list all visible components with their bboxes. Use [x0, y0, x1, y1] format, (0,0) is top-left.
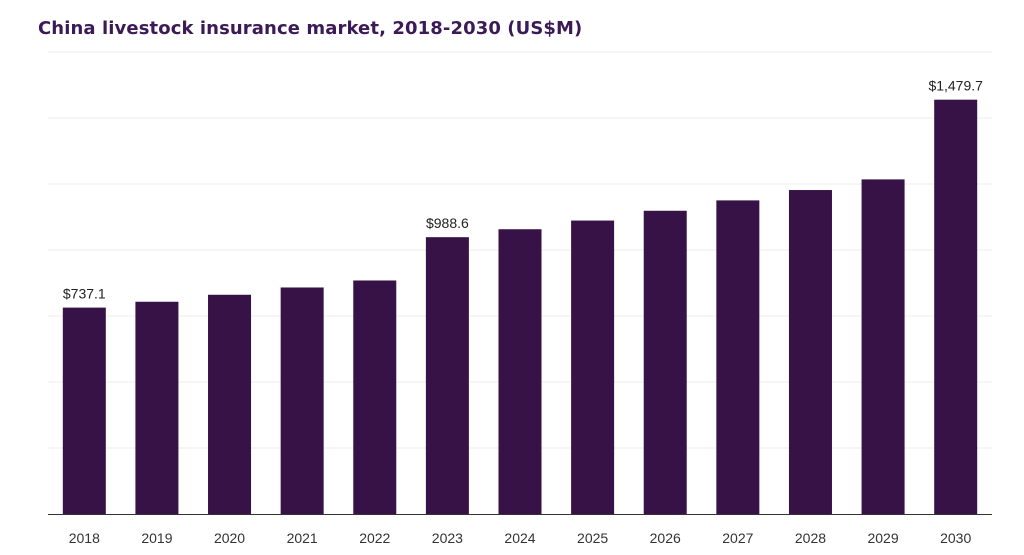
- x-axis-ticks: 2018 2019 2020 2021 2022 2023 2024 2025 2026 2027…: [69, 530, 972, 546]
- bar-2021: [280, 287, 324, 514]
- x-tick-label-2021: 2021: [287, 530, 318, 546]
- x-tick-label-2027: 2027: [722, 530, 753, 546]
- x-tick-label-2025: 2025: [577, 530, 608, 546]
- bar-2019: [135, 301, 179, 514]
- bar-2018: [62, 307, 106, 514]
- bar-2026: [643, 210, 687, 514]
- x-tick-label-2029: 2029: [867, 530, 898, 546]
- x-tick-label-2030: 2030: [940, 530, 971, 546]
- data-label-2023: $988.6: [426, 215, 469, 231]
- x-tick-label-2022: 2022: [359, 530, 390, 546]
- bar-2024: [498, 229, 542, 515]
- bar-2027: [716, 200, 760, 514]
- bar-2028: [788, 190, 832, 515]
- bars-layer: [62, 99, 978, 515]
- x-tick-label-2020: 2020: [214, 530, 245, 546]
- x-tick-label-2018: 2018: [69, 530, 100, 546]
- x-tick-label-2028: 2028: [795, 530, 826, 546]
- x-tick-label-2026: 2026: [650, 530, 681, 546]
- data-label-2018: $737.1: [63, 286, 106, 302]
- chart-title: China livestock insurance market, 2018-2…: [38, 18, 583, 39]
- data-label-2030: $1,479.7: [928, 78, 983, 94]
- bar-2029: [861, 179, 905, 514]
- x-tick-label-2024: 2024: [504, 530, 535, 546]
- x-tick-label-2023: 2023: [432, 530, 463, 546]
- bar-2020: [208, 294, 252, 514]
- bar-2030: [934, 99, 978, 515]
- bar-2023: [425, 237, 469, 514]
- bar-2022: [353, 280, 397, 514]
- labels-layer: $737.1 $988.6 $1,479.7: [63, 78, 983, 302]
- x-tick-label-2019: 2019: [141, 530, 172, 546]
- bar-2025: [571, 220, 615, 514]
